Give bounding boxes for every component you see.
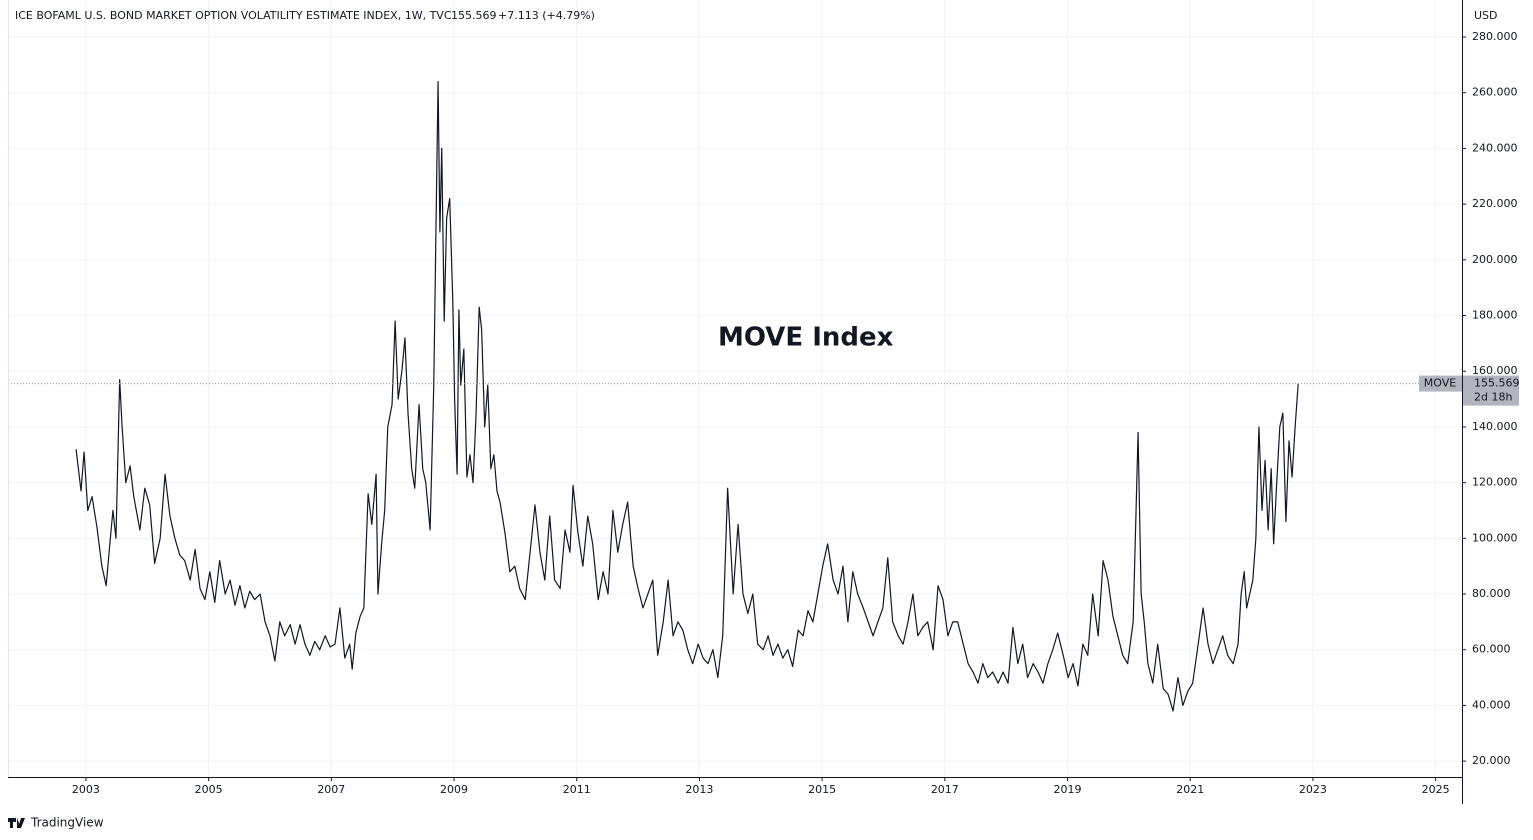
- x-tick-label: 2017: [931, 783, 959, 796]
- x-tick-label: 2005: [195, 783, 223, 796]
- x-tick-label: 2003: [72, 783, 100, 796]
- y-tick-label: 160.000: [1472, 364, 1518, 377]
- countdown: 2d 18h: [1474, 391, 1512, 404]
- currency: USD: [1474, 9, 1498, 22]
- x-tick-label: 2023: [1299, 783, 1327, 796]
- x-tick-label: 2007: [317, 783, 345, 796]
- x-tick-label: 2009: [440, 783, 468, 796]
- brand: TradingView: [30, 816, 104, 830]
- header-change: +7.113 (+4.79%): [498, 9, 595, 22]
- y-tick-label: 260.000: [1472, 86, 1518, 99]
- plot: [8, 81, 1462, 712]
- y-tick-label: 180.000: [1472, 309, 1518, 322]
- y-tick-label: 200.000: [1472, 253, 1518, 266]
- y-tick-label: 220.000: [1472, 197, 1518, 210]
- logo-mark: [8, 818, 25, 828]
- y-tick-label: 280.000: [1472, 30, 1518, 43]
- last-value-label: 155.569: [1474, 377, 1520, 390]
- series-name-box: [1419, 375, 1462, 392]
- x-tick-label: 2019: [1054, 783, 1082, 796]
- y-tick-label: 120.000: [1472, 476, 1518, 489]
- x-tick-label: 2015: [808, 783, 836, 796]
- logo: TradingView: [8, 816, 104, 830]
- y-tick-label: 140.000: [1472, 420, 1518, 433]
- header-last-value: 155.569: [451, 9, 497, 22]
- annotation: MOVE Index: [718, 323, 894, 353]
- x-tick-label: 2013: [685, 783, 713, 796]
- y-tick-label: 80.000: [1472, 587, 1511, 600]
- x-tick-label: 2025: [1422, 783, 1450, 796]
- series-name: MOVE: [1424, 377, 1456, 390]
- last-value-box: [1463, 375, 1519, 406]
- y-tick-label: 240.000: [1472, 141, 1518, 154]
- y-tick-label: 100.000: [1472, 531, 1518, 544]
- y-tick-label: 20.000: [1472, 754, 1511, 767]
- x-tick-label: 2011: [563, 783, 591, 796]
- chart-title: ICE BOFAML U.S. BOND MARKET OPTION VOLAT…: [15, 9, 452, 22]
- x-tick-label: 2021: [1176, 783, 1204, 796]
- series-line: [75, 81, 1299, 712]
- y-tick-label: 40.000: [1472, 698, 1511, 711]
- y-tick-label: 60.000: [1472, 643, 1511, 656]
